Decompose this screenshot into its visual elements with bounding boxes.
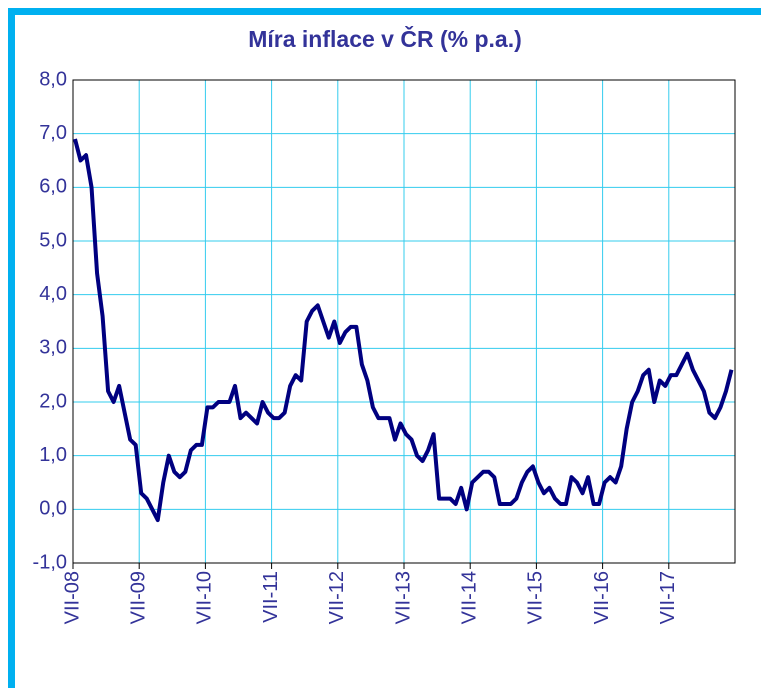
y-tick-label: 3,0 [39, 337, 67, 359]
y-tick-label: 5,0 [39, 229, 67, 251]
y-tick-label: 6,0 [39, 176, 67, 198]
x-tick-label: VII-09 [127, 571, 149, 624]
x-tick-label: VII-14 [458, 571, 480, 624]
x-tick-label: VII-11 [260, 571, 282, 623]
data-line [73, 138, 734, 523]
x-tick-label: VII-12 [326, 571, 348, 624]
y-tick-label: 2,0 [39, 390, 67, 412]
y-tick-label: -1,0 [33, 551, 67, 573]
plot-border [72, 79, 736, 564]
x-tick-label: VII-17 [657, 571, 679, 624]
x-tick-label: VII-15 [525, 571, 547, 624]
x-tick-label: VII-13 [392, 571, 414, 624]
y-tick-label: 8,0 [39, 68, 67, 90]
frame-top [8, 8, 761, 15]
x-tick-label: VII-08 [61, 571, 83, 624]
y-tick-label: 4,0 [39, 283, 67, 305]
x-tick-label: VII-16 [591, 571, 613, 624]
y-tick-label: 0,0 [39, 498, 67, 520]
chart-title: Míra inflace v ČR (% p.a.) [248, 25, 522, 52]
x-tick-label: VII-10 [194, 571, 216, 624]
y-tick-label: 1,0 [39, 444, 67, 466]
frame-left [8, 8, 15, 688]
y-tick-label: 7,0 [39, 122, 67, 144]
